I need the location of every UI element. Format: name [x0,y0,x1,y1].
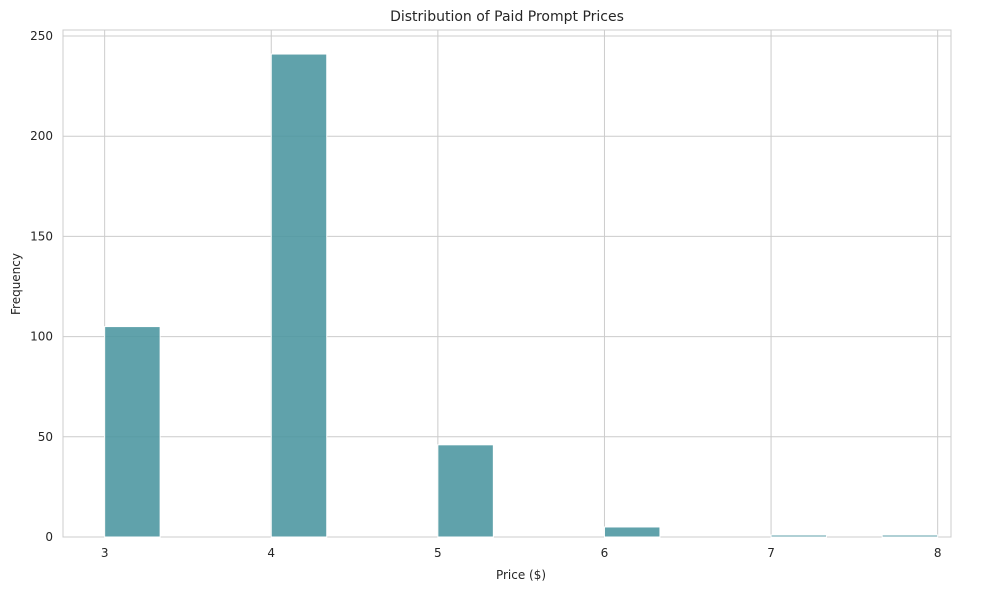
bars-layer [104,53,939,538]
chart-title: Distribution of Paid Prompt Prices [390,9,624,25]
x-tick-label: 8 [934,546,942,560]
y-tick-label: 200 [30,129,53,143]
grid-layer [63,30,951,538]
x-axis-label: Price ($) [496,568,546,582]
histogram-bar [270,53,328,538]
histogram-bar [770,534,828,538]
y-tick-label: 0 [45,530,53,544]
x-tick-label: 3 [101,546,109,560]
ticks-layer: 0 50 100 150 200 250 3 4 5 6 7 8 [30,29,941,560]
plot-area [62,29,952,538]
x-tick-label: 4 [267,546,275,560]
x-tick-label: 6 [601,546,609,560]
y-tick-label: 250 [30,29,53,43]
y-tick-label: 50 [38,430,53,444]
y-tick-label: 150 [30,229,53,243]
x-tick-label: 7 [767,546,775,560]
y-tick-label: 100 [30,330,53,344]
histogram-bar [881,534,939,538]
histogram-bar [603,526,661,538]
histogram-bar [437,444,494,538]
x-tick-label: 5 [434,546,442,560]
y-axis-label: Frequency [9,253,23,315]
histogram-bar [104,326,161,538]
